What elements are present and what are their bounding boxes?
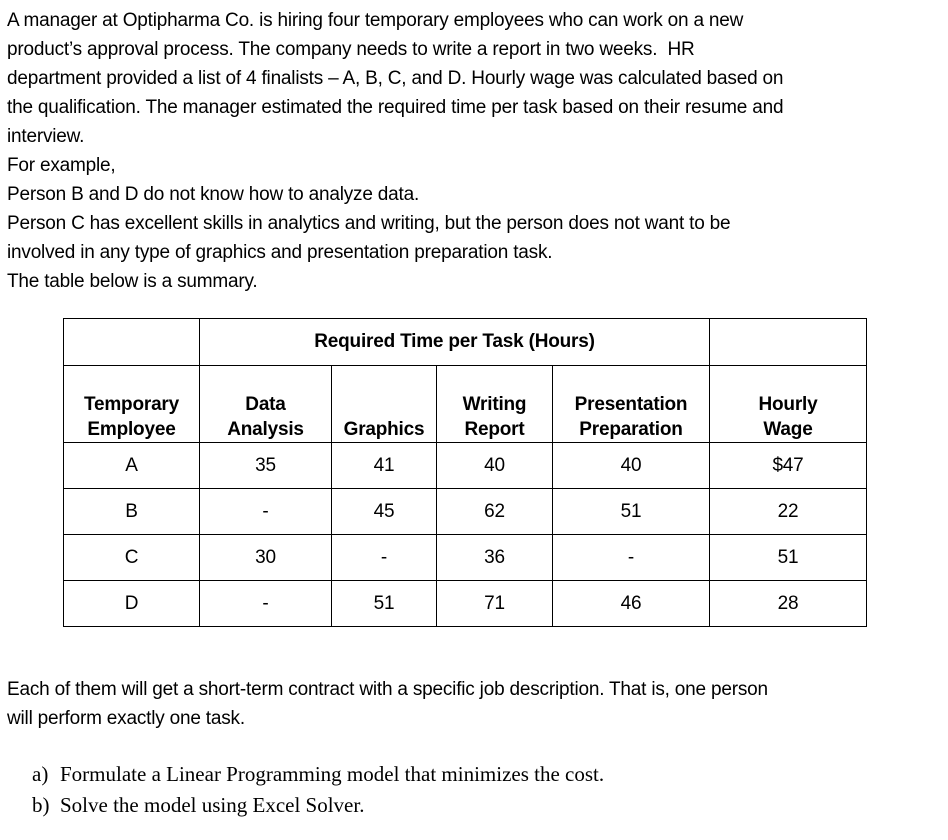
column-header-data-analysis: Data Analysis [199, 365, 332, 443]
table-row: A 35 41 40 40 $47 [63, 442, 867, 489]
intro-line: For example, [7, 155, 116, 176]
intro-line: the qualification. The manager estimated… [7, 97, 784, 118]
value-cell: 51 [709, 534, 867, 581]
empty-corner-cell [709, 318, 867, 366]
value-cell: 45 [331, 488, 437, 535]
intro-line: The table below is a summary. [7, 271, 258, 292]
value-cell: 30 [199, 534, 332, 581]
task-item: b) Solve the model using Excel Solver. [32, 790, 941, 821]
task-item: a) Formulate a Linear Programming model … [32, 759, 941, 790]
closing-line: will perform exactly one task. [7, 708, 245, 729]
column-header-temporary-employee: Temporary Employee [63, 365, 200, 443]
employee-cell: C [63, 534, 200, 581]
employee-cell: B [63, 488, 200, 535]
closing-line: Each of them will get a short-term contr… [7, 679, 768, 700]
summary-table: Required Time per Task (Hours) Temporary… [63, 318, 867, 627]
table-row: C 30 - 36 - 51 [63, 534, 867, 581]
span-header-cell: Required Time per Task (Hours) [199, 318, 710, 366]
intro-line: A manager at Optipharma Co. is hiring fo… [7, 10, 744, 31]
task-marker: b) [32, 793, 50, 817]
value-cell: 51 [552, 488, 710, 535]
intro-line: Person B and D do not know how to analyz… [7, 184, 420, 205]
value-cell: - [199, 488, 332, 535]
task-text: Formulate a Linear Programming model tha… [60, 762, 605, 786]
intro-line: product’s approval process. The company … [7, 39, 695, 60]
value-cell: 62 [436, 488, 553, 535]
intro-line: involved in any type of graphics and pre… [7, 242, 553, 263]
value-cell: 41 [331, 442, 437, 489]
column-header-graphics: Graphics [331, 365, 437, 443]
table-row: D - 51 71 46 28 [63, 580, 867, 627]
intro-line: interview. [7, 126, 85, 147]
employee-cell: A [63, 442, 200, 489]
empty-corner-cell [63, 318, 200, 366]
table-span-header-row: Required Time per Task (Hours) [63, 318, 867, 366]
value-cell: 51 [331, 580, 437, 627]
table-column-header-row: Temporary Employee Data Analysis Graphic… [63, 365, 867, 443]
value-cell: $47 [709, 442, 867, 489]
table-row: B - 45 62 51 22 [63, 488, 867, 535]
closing-paragraph: Each of them will get a short-term contr… [7, 675, 941, 733]
column-header-presentation-preparation: Presentation Preparation [552, 365, 710, 443]
intro-paragraphs: A manager at Optipharma Co. is hiring fo… [7, 6, 941, 296]
value-cell: 71 [436, 580, 553, 627]
value-cell: - [199, 580, 332, 627]
value-cell: - [552, 534, 710, 581]
value-cell: 40 [436, 442, 553, 489]
task-marker: a) [32, 762, 49, 786]
value-cell: - [331, 534, 437, 581]
value-cell: 36 [436, 534, 553, 581]
value-cell: 22 [709, 488, 867, 535]
value-cell: 28 [709, 580, 867, 627]
task-text: Solve the model using Excel Solver. [60, 793, 365, 817]
column-header-writing-report: Writing Report [436, 365, 553, 443]
value-cell: 46 [552, 580, 710, 627]
column-header-hourly-wage: Hourly Wage [709, 365, 867, 443]
value-cell: 40 [552, 442, 710, 489]
task-list: a) Formulate a Linear Programming model … [32, 759, 941, 821]
intro-line: department provided a list of 4 finalist… [7, 68, 784, 89]
intro-line: Person C has excellent skills in analyti… [7, 213, 731, 234]
employee-cell: D [63, 580, 200, 627]
value-cell: 35 [199, 442, 332, 489]
